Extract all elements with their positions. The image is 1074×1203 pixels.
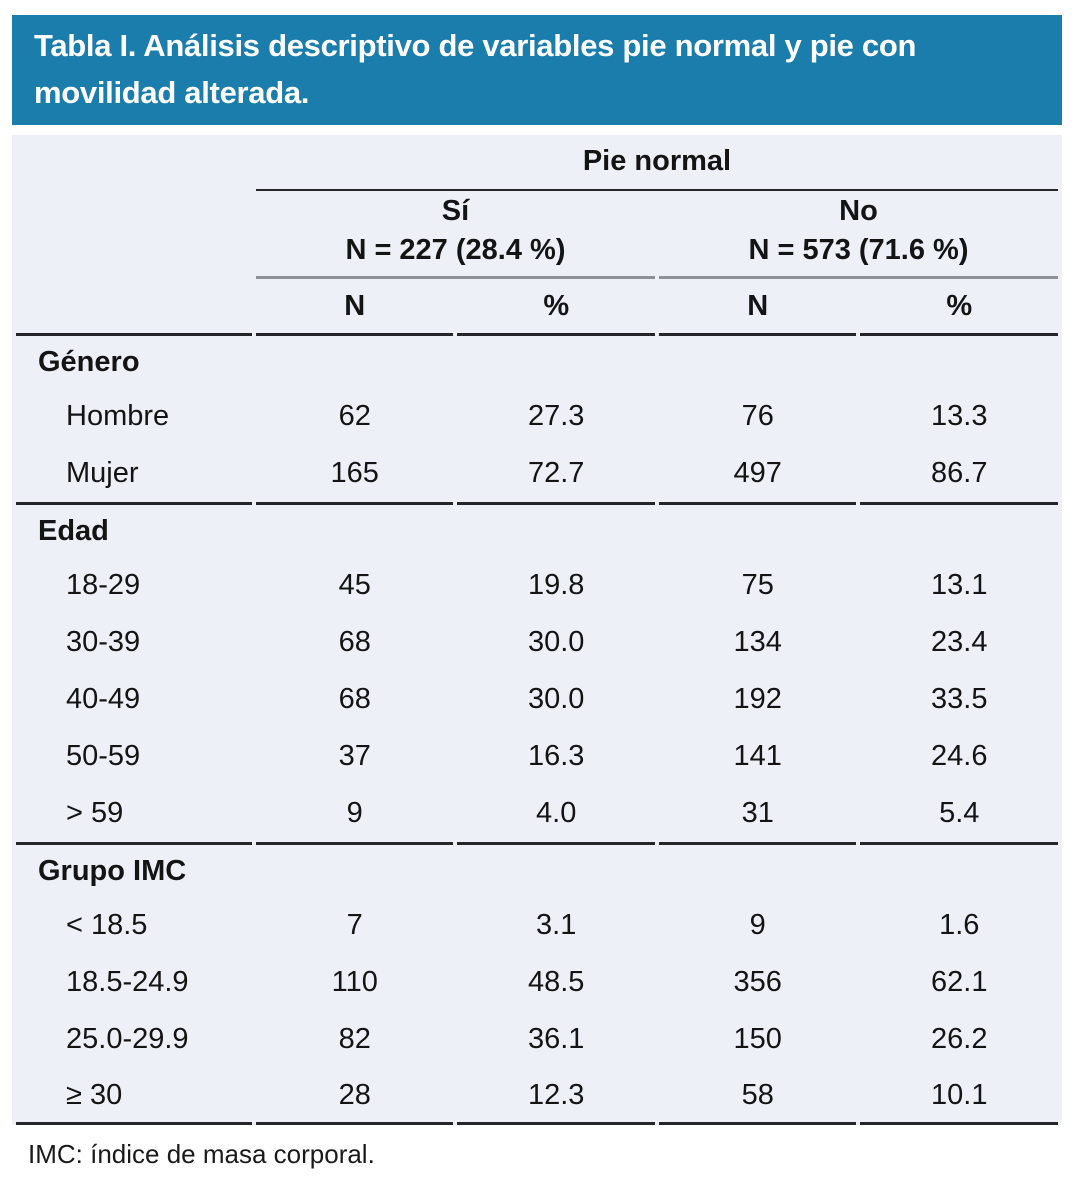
cell-value: 24.6 [931,740,988,772]
cell-value: 13.1 [931,569,988,601]
table-row: 30-39 68 30.0 134 23.4 [16,614,1058,671]
cell-value: 9 [346,797,363,829]
table-row: < 18.5 7 3.1 9 1.6 [16,897,1058,954]
cell-value: 9 [749,909,766,941]
cell-value: 82 [338,1023,371,1055]
col-group-si-label: Sí [441,194,470,227]
cell-value: 28 [255,1068,454,1125]
cell-value: 4.0 [536,797,577,829]
section-label: Grupo IMC [16,842,252,897]
row-label: 18.5-24.9 [66,966,189,998]
cell-value: 36.1 [527,1023,585,1055]
cell-value: 192 [733,683,782,715]
section-label: Edad [16,502,252,557]
cell-value: 165 [330,457,379,489]
cell-value: 30.0 [527,683,585,715]
col-header-n-no: N [747,289,769,322]
table-title: Tabla I. Análisis descriptivo de variabl… [34,28,917,110]
cell-value: 76 [741,400,774,432]
col-header-pct-no: % [946,289,973,322]
row-label: > 59 [66,797,124,829]
table-row: Hombre 62 27.3 76 13.3 [16,388,1058,445]
cell-value: 3.1 [536,909,577,941]
row-label: 25.0-29.9 [66,1023,189,1055]
spacer-cell [16,191,252,279]
section-label: Género [16,333,252,388]
cell-value: 58 [658,1068,857,1125]
cell-value: 62 [338,400,371,432]
cell-value: 68 [338,626,371,658]
table-container: Pie normal Sí N = 227 (28.4 %) No N = 57… [12,135,1062,1125]
section-row-genero: Género [16,333,1058,388]
table-row: 40-49 68 30.0 192 33.5 [16,671,1058,728]
cell-value: 86.7 [931,457,988,489]
row-label: ≥ 30 [16,1068,252,1125]
table-row: 50-59 37 16.3 141 24.6 [16,728,1058,785]
row-label: Mujer [66,457,139,489]
row-label: 40-49 [66,683,141,715]
cell-value: 356 [733,966,782,998]
cell-value: 13.3 [931,400,988,432]
group-header-row: Pie normal [16,135,1058,191]
page: Tabla I. Análisis descriptivo de variabl… [12,15,1062,1169]
table-row: > 59 9 4.0 31 5.4 [16,785,1058,842]
cell-value: 16.3 [527,740,585,772]
table-title-bar: Tabla I. Análisis descriptivo de variabl… [12,15,1062,125]
col-group-no-count: N = 573 (71.6 %) [748,233,969,266]
group-header-pie-normal: Pie normal [255,135,1058,191]
cell-value: 45 [338,569,371,601]
spacer-cell [16,135,252,191]
column-header-row: N % N % [16,279,1058,333]
col-header-pct-si: % [543,289,570,322]
cell-value: 110 [331,966,378,998]
cell-value: 12.3 [457,1068,655,1125]
section-row-grupo-imc: Grupo IMC [16,842,1058,897]
col-group-si: Sí N = 227 (28.4 %) [255,191,655,279]
cell-value: 27.3 [527,400,585,432]
cell-value: 75 [741,569,774,601]
table-row: 18.5-24.9 110 48.5 356 62.1 [16,954,1058,1011]
descriptive-table: Pie normal Sí N = 227 (28.4 %) No N = 57… [12,135,1062,1125]
section-row-edad: Edad [16,502,1058,557]
cell-value: 19.8 [527,569,585,601]
table-row: 18-29 45 19.8 75 13.1 [16,557,1058,614]
row-label: 18-29 [66,569,141,601]
cell-value: 10.1 [860,1068,1058,1125]
table-row: Mujer 165 72.7 497 86.7 [16,445,1058,502]
cell-value: 141 [733,740,782,772]
cell-value: 1.6 [939,909,980,941]
col-group-no-label: No [839,194,878,227]
cell-value: 33.5 [931,683,988,715]
cell-value: 30.0 [527,626,585,658]
subgroup-header-row: Sí N = 227 (28.4 %) No N = 573 (71.6 %) [16,191,1058,279]
table-footnote: IMC: índice de masa corporal. [28,1139,375,1169]
cell-value: 5.4 [939,797,980,829]
row-label: 30-39 [66,626,141,658]
cell-value: 134 [733,626,782,658]
col-group-si-count: N = 227 (28.4 %) [345,233,566,266]
table-row: ≥ 30 28 12.3 58 10.1 [16,1068,1058,1125]
cell-value: 497 [733,457,782,489]
cell-value: 68 [338,683,371,715]
cell-value: 26.2 [931,1023,988,1055]
spacer-cell [16,279,252,333]
cell-value: 48.5 [527,966,585,998]
row-label: 50-59 [66,740,141,772]
table-row: 25.0-29.9 82 36.1 150 26.2 [16,1011,1058,1068]
cell-value: 37 [338,740,371,772]
row-label: Hombre [66,400,170,432]
cell-value: 72.7 [527,457,585,489]
cell-value: 62.1 [931,966,988,998]
col-group-no: No N = 573 (71.6 %) [658,191,1058,279]
cell-value: 150 [733,1023,782,1055]
cell-value: 23.4 [931,626,988,658]
cell-value: 7 [346,909,363,941]
col-header-n-si: N [344,289,366,322]
row-label: < 18.5 [66,909,148,941]
cell-value: 31 [741,797,774,829]
